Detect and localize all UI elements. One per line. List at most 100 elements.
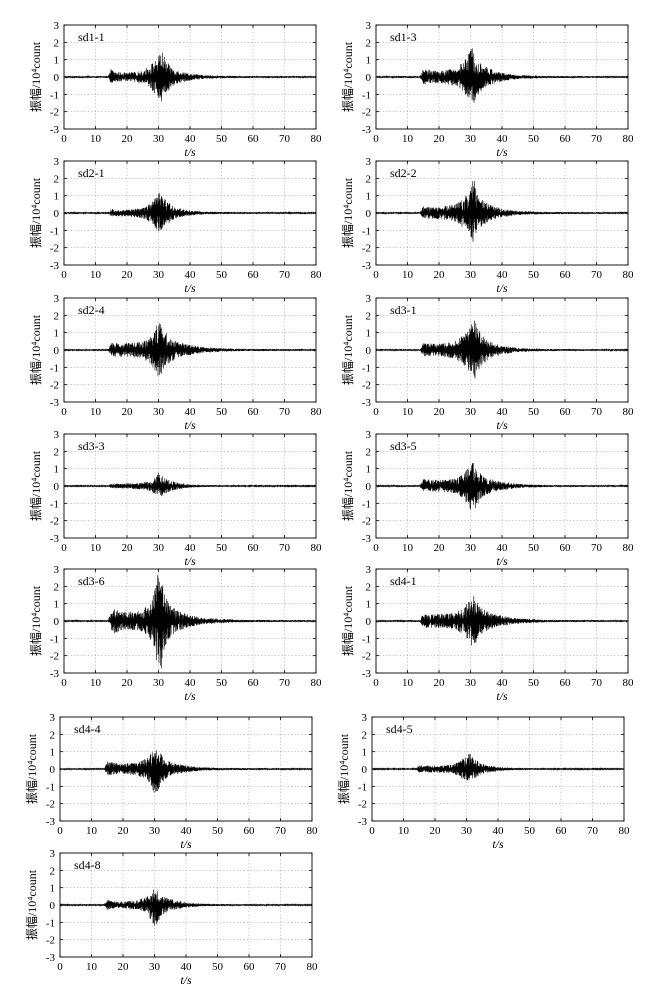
x-tick-label: 10 xyxy=(90,133,102,145)
x-tick-label: 70 xyxy=(279,677,291,689)
x-tick-label: 20 xyxy=(118,961,130,973)
y-tick-label: 2 xyxy=(366,581,372,593)
x-tick-label: 10 xyxy=(90,406,102,418)
x-tick-label: 10 xyxy=(86,961,98,973)
x-tick-label: 0 xyxy=(373,677,379,689)
panel-label: sd1-1 xyxy=(78,30,105,44)
x-tick-label: 80 xyxy=(623,133,635,145)
x-tick-label: 20 xyxy=(118,825,130,837)
x-tick-label: 40 xyxy=(185,542,197,554)
y-tick-label: -3 xyxy=(362,668,372,680)
y-axis-title: 振幅/10⁴count xyxy=(28,450,43,521)
x-tick-label: 80 xyxy=(311,677,323,689)
x-tick-label: 70 xyxy=(591,133,603,145)
panel-label: sd2-4 xyxy=(78,303,105,317)
panel-label: sd4-1 xyxy=(390,574,417,588)
y-tick-label: 1 xyxy=(54,328,60,340)
y-tick-label: -3 xyxy=(46,952,56,964)
panel-sd3-3: 0 10 20 30 40 50 60 70 803210-1-2-3t/s振幅/10⁴coun… xyxy=(28,429,322,568)
x-tick-label: 80 xyxy=(307,961,319,973)
y-tick-label: 2 xyxy=(366,37,372,49)
x-axis-title: t/s xyxy=(184,689,196,703)
y-tick-label: 0 xyxy=(54,481,60,493)
panel-sd1-1: 0 10 20 30 40 50 60 70 803210-1-2-3t/s振幅/10⁴coun… xyxy=(28,20,322,159)
x-tick-label: 40 xyxy=(185,269,197,281)
x-tick-label: 10 xyxy=(90,269,102,281)
x-tick-label: 70 xyxy=(591,542,603,554)
waveform-series xyxy=(375,180,629,242)
y-tick-label: -3 xyxy=(362,124,372,136)
y-tick-label: 0 xyxy=(54,72,60,84)
y-axis-title: 振幅/10⁴count xyxy=(336,733,351,804)
x-tick-label: 20 xyxy=(122,677,134,689)
x-tick-label: 30 xyxy=(153,269,165,281)
x-axis-title: t/s xyxy=(180,973,192,987)
x-tick-label: 60 xyxy=(560,133,572,145)
x-tick-label: 60 xyxy=(560,269,572,281)
x-tick-label: 50 xyxy=(528,542,540,554)
y-tick-label: 3 xyxy=(362,712,368,724)
y-tick-label: 1 xyxy=(366,328,372,340)
y-tick-label: -1 xyxy=(50,89,59,101)
x-axis-title: t/s xyxy=(184,554,196,568)
panel-label: sd3-6 xyxy=(78,574,105,588)
y-tick-label: 2 xyxy=(54,446,60,458)
y-tick-label: -2 xyxy=(362,516,371,528)
y-tick-label: 1 xyxy=(50,747,56,759)
y-tick-label: 0 xyxy=(54,345,60,357)
y-axis-title: 振幅/10⁴count xyxy=(24,869,39,940)
x-tick-label: 60 xyxy=(248,133,260,145)
x-tick-label: 40 xyxy=(497,677,509,689)
y-tick-label: -3 xyxy=(46,816,56,828)
y-tick-label: 3 xyxy=(366,20,372,32)
x-tick-label: 50 xyxy=(216,133,228,145)
x-tick-label: 60 xyxy=(248,542,260,554)
x-tick-label: 20 xyxy=(122,406,134,418)
y-axis-title: 振幅/10⁴count xyxy=(28,177,43,248)
panel-label: sd4-8 xyxy=(74,858,101,872)
y-tick-label: -1 xyxy=(46,781,55,793)
y-tick-label: 1 xyxy=(366,55,372,67)
x-tick-label: 0 xyxy=(61,269,67,281)
x-tick-label: 80 xyxy=(619,825,631,837)
y-tick-label: 1 xyxy=(50,883,56,895)
x-tick-label: 70 xyxy=(587,825,599,837)
x-tick-label: 0 xyxy=(369,825,375,837)
x-tick-label: 70 xyxy=(279,406,291,418)
x-tick-label: 10 xyxy=(86,825,98,837)
panel-sd1-3: 0 10 20 30 40 50 60 70 803210-1-2-3t/s振幅/10⁴coun… xyxy=(340,20,634,159)
panel-label: sd4-5 xyxy=(386,722,413,736)
y-tick-label: -1 xyxy=(358,781,367,793)
x-tick-label: 30 xyxy=(465,677,477,689)
x-tick-label: 10 xyxy=(402,133,414,145)
panel-sd3-5: 0 10 20 30 40 50 60 70 803210-1-2-3t/s振幅/10⁴coun… xyxy=(340,429,634,568)
x-tick-label: 40 xyxy=(497,269,509,281)
x-tick-label: 80 xyxy=(311,542,323,554)
x-tick-label: 20 xyxy=(434,406,446,418)
x-tick-label: 50 xyxy=(216,677,228,689)
x-tick-label: 30 xyxy=(461,825,473,837)
x-tick-label: 50 xyxy=(528,677,540,689)
x-tick-label: 30 xyxy=(153,406,165,418)
panel-label: sd3-3 xyxy=(78,439,105,453)
x-tick-label: 30 xyxy=(153,677,165,689)
y-tick-label: 0 xyxy=(50,900,56,912)
x-tick-label: 70 xyxy=(591,677,603,689)
y-tick-label: 3 xyxy=(366,564,372,576)
y-tick-label: -3 xyxy=(362,533,372,545)
x-tick-label: 60 xyxy=(248,677,260,689)
y-tick-label: 1 xyxy=(54,464,60,476)
x-tick-label: 50 xyxy=(216,542,228,554)
x-tick-label: 60 xyxy=(248,406,260,418)
x-tick-label: 50 xyxy=(528,269,540,281)
y-tick-label: 2 xyxy=(50,729,56,741)
x-tick-label: 20 xyxy=(434,269,446,281)
panel-label: sd3-5 xyxy=(390,439,417,453)
x-axis-title: t/s xyxy=(496,145,508,159)
x-tick-label: 10 xyxy=(90,677,102,689)
y-tick-label: -2 xyxy=(362,107,371,119)
y-tick-label: -2 xyxy=(50,516,59,528)
x-tick-label: 70 xyxy=(591,269,603,281)
y-tick-label: -1 xyxy=(362,498,371,510)
y-tick-label: -1 xyxy=(50,498,59,510)
